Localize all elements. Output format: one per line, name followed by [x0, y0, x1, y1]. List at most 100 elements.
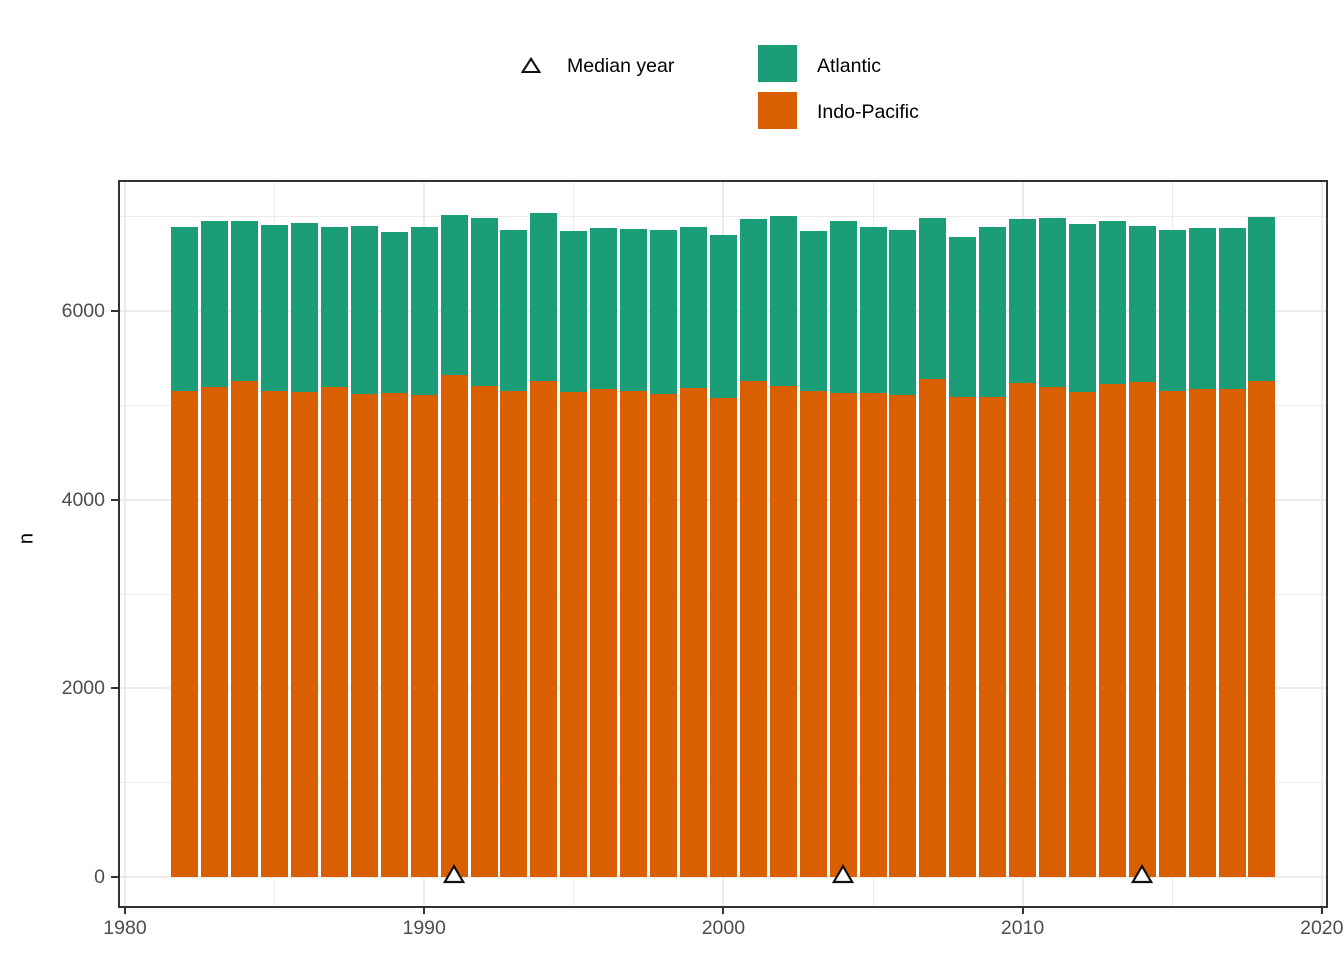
bar-indo-pacific-2006 — [889, 395, 917, 877]
bar-atlantic-1984 — [231, 221, 259, 381]
y-tick-label: 4000 — [61, 488, 105, 511]
bar-indo-pacific-1989 — [380, 392, 408, 877]
bar-indo-pacific-1987 — [320, 387, 348, 877]
x-major-gridline — [1320, 180, 1323, 908]
bar-indo-pacific-2005 — [859, 392, 887, 877]
x-tick-label: 1990 — [402, 917, 446, 939]
bar-indo-pacific-2007 — [919, 378, 947, 877]
bar-atlantic-2005 — [859, 227, 887, 393]
y-tick — [111, 498, 118, 501]
bar-atlantic-1982 — [171, 226, 199, 391]
legend-swatch-atlantic — [758, 45, 797, 82]
bar-atlantic-2012 — [1068, 223, 1096, 393]
bar-indo-pacific-1988 — [350, 394, 378, 877]
legend: Median year Atlantic Indo-Pacific — [0, 0, 1344, 150]
x-tick-label: 2010 — [1000, 917, 1045, 939]
bar-indo-pacific-2011 — [1039, 386, 1067, 877]
bar-atlantic-1983 — [201, 221, 229, 388]
bar-indo-pacific-1990 — [410, 395, 438, 877]
bar-atlantic-2010 — [1009, 219, 1037, 384]
y-tick — [111, 687, 118, 690]
bar-indo-pacific-2002 — [769, 385, 797, 877]
x-major-gridline — [124, 180, 126, 908]
bar-indo-pacific-2018 — [1248, 380, 1276, 877]
bar-atlantic-1990 — [410, 226, 438, 396]
legend-label-indo-pacific: Indo-Pacific — [817, 101, 919, 123]
bar-indo-pacific-2013 — [1098, 384, 1126, 877]
bar-atlantic-2003 — [799, 230, 827, 391]
bar-indo-pacific-2015 — [1158, 390, 1186, 877]
bar-atlantic-2009 — [979, 227, 1007, 397]
legend-label-atlantic: Atlantic — [817, 55, 881, 77]
bar-atlantic-1993 — [500, 229, 528, 392]
bar-indo-pacific-1984 — [231, 380, 259, 877]
legend-median-label: Median year — [567, 55, 675, 77]
x-tick — [1021, 908, 1024, 914]
bar-atlantic-1999 — [679, 227, 707, 389]
x-tick — [124, 908, 126, 914]
bar-indo-pacific-2001 — [739, 380, 767, 877]
bar-atlantic-1989 — [380, 232, 408, 393]
bar-atlantic-2011 — [1039, 218, 1067, 387]
bar-atlantic-2007 — [919, 218, 947, 379]
bar-indo-pacific-1986 — [291, 391, 319, 877]
bar-indo-pacific-1994 — [530, 381, 558, 877]
bar-indo-pacific-1999 — [679, 388, 707, 877]
median-year-triangle-icon — [521, 57, 541, 74]
bar-indo-pacific-1985 — [261, 390, 289, 877]
x-tick-label: 1980 — [103, 917, 147, 939]
bar-indo-pacific-2008 — [949, 397, 977, 877]
bar-indo-pacific-1997 — [620, 391, 648, 877]
bar-indo-pacific-1983 — [201, 387, 229, 877]
bar-indo-pacific-2010 — [1009, 383, 1037, 877]
bar-atlantic-1994 — [530, 212, 558, 382]
bar-indo-pacific-1993 — [500, 391, 528, 877]
bar-atlantic-2008 — [949, 237, 977, 398]
bar-atlantic-2013 — [1098, 221, 1126, 385]
bar-indo-pacific-1995 — [560, 392, 588, 877]
y-tick-label: 6000 — [61, 300, 105, 323]
y-tick — [111, 310, 118, 313]
legend-swatch-indo-pacific — [758, 92, 797, 129]
bar-atlantic-2016 — [1188, 227, 1216, 389]
bar-atlantic-1985 — [261, 224, 289, 391]
x-tick-label: 2020 — [1300, 917, 1344, 939]
bar-atlantic-2018 — [1248, 216, 1276, 381]
bar-atlantic-2001 — [739, 219, 767, 381]
bar-atlantic-1991 — [440, 215, 468, 375]
x-tick — [1320, 908, 1323, 914]
bar-atlantic-1998 — [650, 229, 678, 395]
bar-atlantic-2015 — [1158, 229, 1186, 391]
bar-atlantic-1992 — [470, 217, 498, 386]
median-year-marker-2004 — [832, 864, 855, 884]
bar-atlantic-1997 — [620, 228, 648, 392]
bar-indo-pacific-1998 — [650, 394, 678, 877]
bar-indo-pacific-2003 — [799, 390, 827, 877]
x-tick — [423, 908, 426, 914]
bar-indo-pacific-1992 — [470, 385, 498, 877]
y-tick-label: 2000 — [61, 677, 105, 700]
bar-atlantic-2004 — [829, 221, 857, 393]
y-tick — [111, 876, 118, 878]
bar-atlantic-2017 — [1218, 227, 1246, 389]
bar-atlantic-1995 — [560, 231, 588, 393]
bar-indo-pacific-2017 — [1218, 388, 1246, 877]
bar-indo-pacific-2009 — [979, 396, 1007, 877]
bar-atlantic-2002 — [769, 215, 797, 386]
x-tick-label: 2000 — [701, 917, 746, 939]
bar-indo-pacific-2016 — [1188, 388, 1216, 877]
bar-atlantic-2006 — [889, 229, 917, 396]
bar-atlantic-1987 — [320, 226, 348, 388]
x-tick — [722, 908, 725, 914]
median-year-marker-2014 — [1131, 864, 1154, 884]
bar-indo-pacific-1982 — [171, 390, 199, 877]
y-tick-label: 0 — [94, 866, 105, 888]
bar-atlantic-1996 — [590, 227, 618, 389]
bar-indo-pacific-1996 — [590, 388, 618, 877]
bar-atlantic-1988 — [350, 225, 378, 395]
bar-indo-pacific-2012 — [1068, 392, 1096, 877]
bar-atlantic-2014 — [1128, 226, 1156, 382]
